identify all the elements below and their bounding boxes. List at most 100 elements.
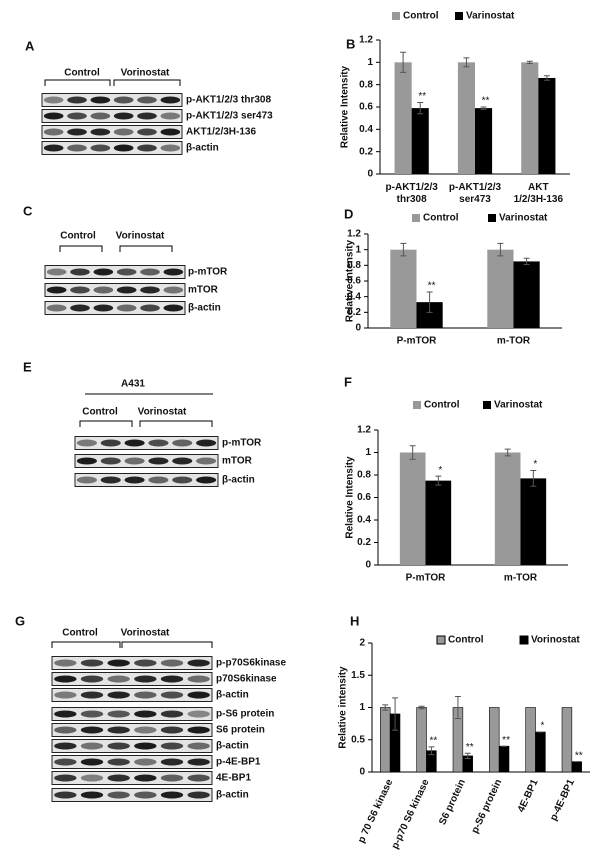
y-tick-label: 1.2 bbox=[357, 425, 371, 436]
bar bbox=[394, 62, 412, 175]
x-tick-label: p 70 S6 kinase bbox=[356, 777, 395, 845]
error-bar bbox=[435, 475, 442, 486]
x-tick-line: thr308 bbox=[397, 194, 427, 205]
band bbox=[160, 691, 184, 699]
band bbox=[160, 758, 184, 766]
y-tick-label: 0.4 bbox=[359, 124, 373, 135]
row-label: AKT1/2/3H-136 bbox=[186, 127, 256, 138]
error-bar bbox=[463, 57, 470, 68]
error-bar bbox=[400, 51, 407, 73]
group-label: Vorinostat bbox=[138, 407, 187, 418]
bar bbox=[457, 62, 475, 175]
x-tick-label: P-mTOR bbox=[397, 336, 438, 347]
row-label: β-actin bbox=[222, 475, 255, 486]
x-tick-label: S6 protein bbox=[437, 778, 468, 827]
band bbox=[160, 128, 181, 136]
band bbox=[107, 742, 130, 750]
legend-label: Varinostat bbox=[494, 400, 543, 411]
bar bbox=[513, 261, 540, 328]
band bbox=[107, 675, 130, 683]
band bbox=[187, 791, 210, 799]
band bbox=[134, 791, 157, 799]
y-tick-label: 0.8 bbox=[359, 79, 373, 90]
band bbox=[187, 675, 210, 683]
significance: * bbox=[533, 459, 537, 470]
panel-label: G bbox=[15, 613, 25, 628]
band bbox=[160, 726, 184, 734]
y-axis-label: Relative Intensity bbox=[345, 239, 356, 322]
x-tick-line: p-AKT1/2/3 bbox=[386, 182, 439, 193]
bar bbox=[425, 480, 452, 565]
row-label: β-actin bbox=[186, 143, 219, 154]
band bbox=[148, 439, 169, 447]
row-label: p-S6 protein bbox=[216, 709, 274, 720]
y-tick-label: 0.8 bbox=[347, 260, 361, 271]
error-bar bbox=[464, 752, 471, 759]
band bbox=[107, 791, 130, 799]
x-tick-label: p-AKT1/2/3 thr308 bbox=[386, 182, 439, 205]
band bbox=[43, 96, 64, 104]
error-bar bbox=[543, 75, 550, 81]
band bbox=[187, 659, 210, 667]
band bbox=[100, 476, 121, 484]
band bbox=[134, 742, 157, 750]
x-tick-label: p-S6 protein bbox=[470, 778, 505, 836]
y-tick-label: 0.8 bbox=[357, 470, 371, 481]
error-bar bbox=[426, 291, 433, 313]
y-tick-label: 1.2 bbox=[347, 229, 361, 240]
y-tick-label: 1 bbox=[367, 57, 373, 68]
band bbox=[76, 439, 97, 447]
bracket bbox=[44, 79, 111, 86]
bar bbox=[390, 249, 417, 328]
significance: ** bbox=[466, 742, 474, 753]
y-tick-label: 0.4 bbox=[347, 291, 361, 302]
y-tick-label: 0.4 bbox=[357, 515, 371, 526]
panel-label: D bbox=[344, 206, 353, 221]
significance: ** bbox=[428, 281, 436, 292]
band bbox=[100, 439, 121, 447]
band bbox=[172, 439, 193, 447]
x-tick-line: ser473 bbox=[459, 194, 491, 205]
legend-swatch bbox=[483, 401, 491, 409]
band bbox=[116, 286, 137, 294]
x-tick-label: m-TOR bbox=[497, 336, 531, 347]
error-bar bbox=[523, 257, 530, 266]
band bbox=[46, 268, 67, 276]
row-label: p-AKT1/2/3 thr308 bbox=[186, 95, 271, 106]
y-tick-label: 2 bbox=[359, 638, 365, 649]
bracket bbox=[59, 245, 103, 252]
group-label: Vorinostat bbox=[121, 628, 170, 639]
band bbox=[187, 726, 210, 734]
x-tick-label: p-AKT1/2/3 ser473 bbox=[449, 182, 502, 205]
band bbox=[93, 304, 114, 312]
bar bbox=[494, 452, 521, 565]
band bbox=[163, 304, 184, 312]
legend-swatch bbox=[392, 12, 400, 20]
band bbox=[43, 112, 64, 120]
band bbox=[54, 791, 77, 799]
band bbox=[80, 675, 104, 683]
error-bar bbox=[428, 746, 435, 756]
band bbox=[163, 268, 184, 276]
error-bar bbox=[409, 445, 416, 460]
band bbox=[134, 675, 157, 683]
panel-label: C bbox=[23, 203, 33, 218]
bar bbox=[571, 761, 582, 773]
band bbox=[80, 726, 104, 734]
band bbox=[80, 659, 104, 667]
y-tick-label: 0.2 bbox=[357, 537, 371, 548]
error-bar bbox=[454, 696, 461, 719]
y-tick-label: 0 bbox=[365, 560, 371, 571]
group-label: Control bbox=[64, 68, 100, 79]
band bbox=[160, 144, 181, 152]
error-bar bbox=[530, 470, 537, 487]
bar bbox=[535, 731, 546, 773]
y-tick-label: 0.6 bbox=[359, 102, 373, 113]
legend-label: Varinostat bbox=[499, 213, 548, 224]
band bbox=[80, 742, 104, 750]
row-label: p70S6kinase bbox=[216, 674, 277, 685]
band bbox=[137, 112, 157, 120]
bar bbox=[487, 249, 514, 328]
bar bbox=[399, 452, 426, 565]
